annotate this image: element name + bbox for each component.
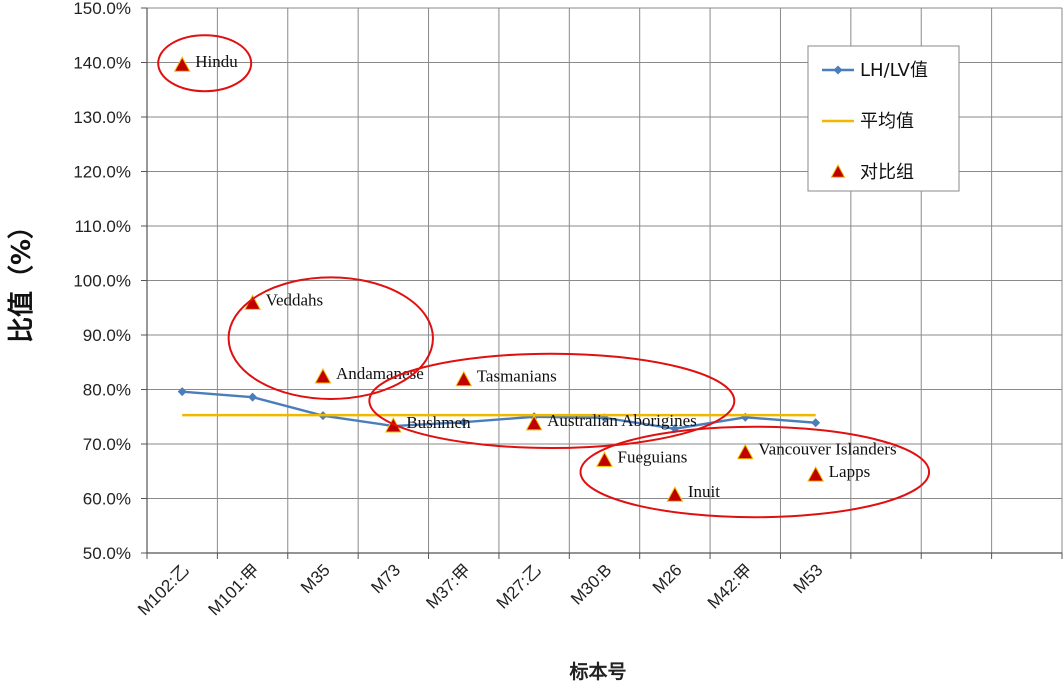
y-tick-label: 130.0% <box>73 108 131 127</box>
comparison-point <box>314 367 332 384</box>
comparison-point-label: Lapps <box>829 462 871 481</box>
series-point-lh-lv <box>459 417 469 427</box>
annotation-ellipse <box>368 352 736 450</box>
x-tick-label: M53 <box>790 560 827 597</box>
comparison-point-label: Veddahs <box>266 290 324 309</box>
x-tick-label: M101:甲 <box>205 560 264 619</box>
x-tick-label: M35 <box>297 560 334 597</box>
comparison-point <box>807 466 825 482</box>
x-tick-label: M30:B <box>567 560 615 608</box>
series-line-lh-lv <box>182 390 816 430</box>
y-tick-label: 140.0% <box>73 54 131 73</box>
comparison-point <box>455 370 473 387</box>
legend-swatch-marker <box>833 65 843 75</box>
y-tick-label: 100.0% <box>73 272 131 291</box>
series: Hindu Veddahs Andamanese Bushmen Tasmanians A… <box>173 52 897 502</box>
y-tick-label: 90.0% <box>83 326 131 345</box>
series-point-lh-lv <box>177 387 187 397</box>
comparison-point-label: Bushmen <box>406 413 471 432</box>
x-tick-label: M27:乙 <box>493 560 545 612</box>
series-point-lh-lv <box>811 418 821 428</box>
y-tick-label: 110.0% <box>75 217 131 236</box>
y-tick-label: 50.0% <box>83 544 131 563</box>
legend-label: LH/LV值 <box>860 60 928 81</box>
comparison-point <box>596 451 613 467</box>
comparison-point-label: Hindu <box>195 52 238 71</box>
y-tick-label: 120.0% <box>73 163 131 182</box>
comparison-point-label: Australian Aborigines <box>547 411 697 430</box>
legend-label: 平均值 <box>860 111 914 132</box>
comparison-point-label: Inuit <box>688 482 720 501</box>
x-tick-label: M26 <box>649 560 686 597</box>
y-axis-label: 比值（%） <box>7 213 37 343</box>
legend-label: 对比组 <box>860 162 914 183</box>
x-tick-label: M102:乙 <box>134 560 193 619</box>
x-ticks: M102:乙 M101:甲 M35 M73 M37:甲 M27:乙 M30:B M26 M42:… <box>134 560 826 619</box>
comparison-point <box>736 443 754 460</box>
series-point-lh-lv <box>248 392 258 402</box>
y-tick-label: 60.0% <box>83 490 131 509</box>
comparison-point <box>666 486 684 502</box>
x-tick-label: M37:甲 <box>422 560 474 612</box>
annotation-ellipse <box>227 276 434 400</box>
x-tick-label: M73 <box>367 560 404 597</box>
annotation-ellipse <box>157 34 253 93</box>
comparison-point-label: Tasmanians <box>477 367 557 386</box>
annotation-ellipses <box>157 34 931 519</box>
y-tick-label: 70.0% <box>83 435 131 454</box>
x-axis-label: 标本号 <box>569 660 626 683</box>
x-tick-label: M42:甲 <box>704 560 756 612</box>
legend-swatch-marker <box>830 163 846 178</box>
annotation-ellipse <box>579 425 931 519</box>
y-ticks: 50.0% 60.0% 70.0% 80.0% 90.0% 100.0% 110.0% 120… <box>73 0 131 563</box>
comparison-point-label: Vancouver Islanders <box>758 440 896 459</box>
axes <box>141 7 1063 559</box>
comparison-point-label: Andamanese <box>336 364 424 383</box>
y-tick-label: 150.0% <box>73 0 131 18</box>
comparison-point <box>525 414 543 431</box>
y-tick-label: 80.0% <box>83 381 131 400</box>
comparison-point <box>173 56 191 72</box>
comparison-point-label: Fueguians <box>618 447 688 466</box>
